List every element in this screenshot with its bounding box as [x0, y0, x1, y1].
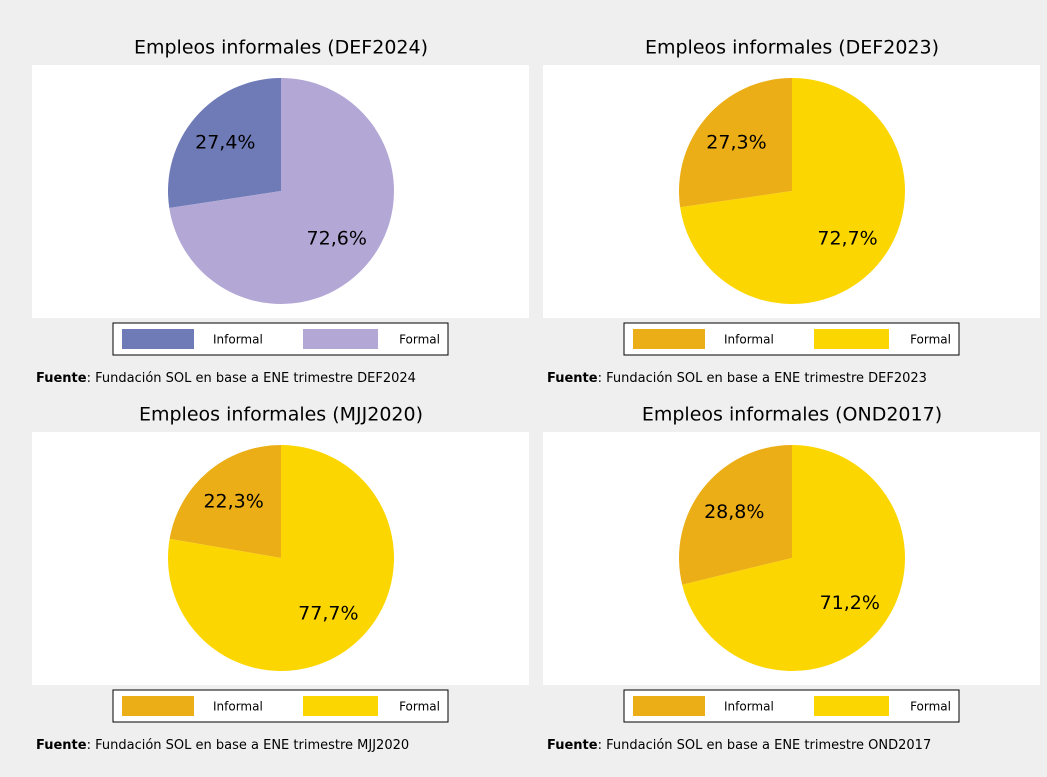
pie-slice	[680, 78, 906, 304]
legend-swatch	[633, 696, 705, 716]
source-note: Fuente: Fundación SOL en base a ENE trim…	[36, 371, 416, 386]
legend-swatch	[814, 329, 889, 349]
source-text: : Fundación SOL en base a ENE trimestre …	[598, 371, 927, 386]
source-text: : Fundación SOL en base a ENE trimestre …	[598, 738, 932, 753]
data-label: 22,3%	[203, 490, 263, 512]
data-label: 27,3%	[706, 131, 766, 153]
legend-label: Formal	[399, 333, 440, 347]
legend-swatch	[633, 329, 705, 349]
data-label: 72,7%	[817, 228, 877, 250]
data-label: 28,8%	[704, 501, 764, 523]
chart-title: Empleos informales (DEF2024)	[134, 37, 428, 59]
chart-title: Empleos informales (MJJ2020)	[139, 404, 423, 426]
legend-swatch	[122, 696, 194, 716]
pie-slice	[682, 445, 906, 671]
legend-label: Formal	[399, 700, 440, 714]
legend-swatch	[303, 329, 378, 349]
pie-slice	[169, 445, 281, 558]
source-text: : Fundación SOL en base a ENE trimestre …	[87, 371, 416, 386]
source-label: Fuente	[547, 371, 598, 386]
source-note: Fuente: Fundación SOL en base a ENE trim…	[547, 738, 931, 753]
legend-label: Informal	[213, 333, 263, 347]
legend-swatch	[303, 696, 378, 716]
pie-slice	[679, 445, 792, 585]
data-label: 77,7%	[298, 603, 358, 625]
pie-slice	[169, 78, 394, 304]
data-label: 27,4%	[195, 132, 255, 154]
source-label: Fuente	[547, 738, 598, 753]
legend-label: Formal	[910, 700, 951, 714]
source-note: Fuente: Fundación SOL en base a ENE trim…	[36, 738, 409, 753]
legend-label: Informal	[213, 700, 263, 714]
source-label: Fuente	[36, 738, 87, 753]
legend-label: Formal	[910, 333, 951, 347]
pie-slice	[679, 78, 792, 208]
source-text: : Fundación SOL en base a ENE trimestre …	[87, 738, 410, 753]
data-label: 71,2%	[820, 592, 880, 614]
source-label: Fuente	[36, 371, 87, 386]
legend-box	[623, 322, 960, 356]
chart-title: Empleos informales (DEF2023)	[645, 37, 939, 59]
legend-swatch	[122, 329, 194, 349]
pie-slice	[168, 78, 281, 208]
legend-swatch	[814, 696, 889, 716]
source-note: Fuente: Fundación SOL en base a ENE trim…	[547, 371, 927, 386]
chart-title: Empleos informales (OND2017)	[642, 404, 942, 426]
legend-label: Informal	[724, 700, 774, 714]
legend-label: Informal	[724, 333, 774, 347]
data-label: 72,6%	[307, 227, 367, 249]
pie-slice	[168, 445, 395, 671]
